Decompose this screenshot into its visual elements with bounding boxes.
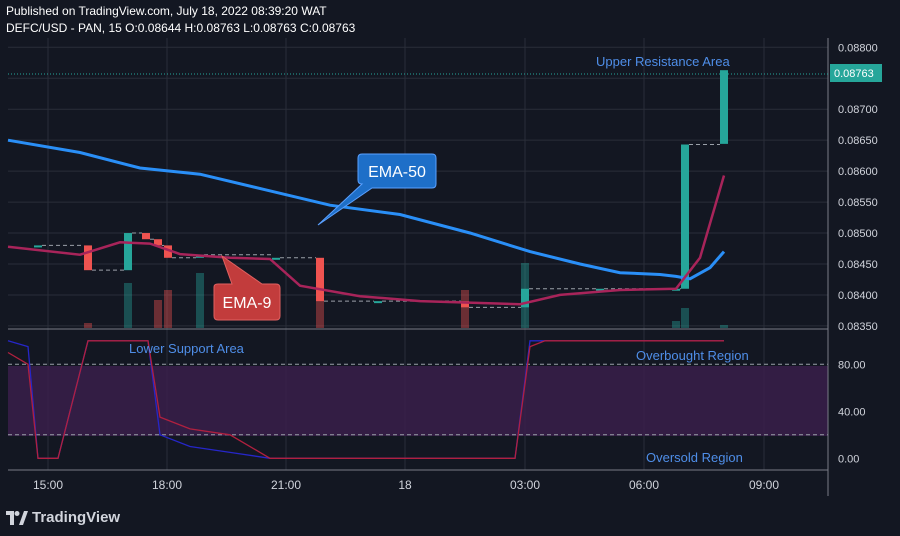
tradingview-logo[interactable]: TradingView xyxy=(6,509,120,526)
stoch-d-line xyxy=(7,340,724,459)
price-tick-label: 0.08550 xyxy=(838,197,878,209)
stoch-axis: 80.00 40.00 0.00 xyxy=(838,359,866,465)
volume-bar xyxy=(164,290,172,328)
ema50-callout-label: EMA-50 xyxy=(368,164,426,181)
price-tick-label: 0.08350 xyxy=(838,321,878,333)
time-tick-label: 09:00 xyxy=(749,478,779,492)
symbol-ohlc-line: DEFC/USD - PAN, 15 O:0.08644 H:0.08763 L… xyxy=(6,21,356,35)
candle xyxy=(142,233,150,240)
price-tick-label: 0.08800 xyxy=(838,42,878,54)
candle xyxy=(316,257,324,302)
candle xyxy=(124,233,132,271)
oversold-label: Oversold Region xyxy=(646,450,743,465)
time-tick-label: 18:00 xyxy=(152,478,182,492)
lower-support-label: Lower Support Area xyxy=(129,341,245,356)
stochastic-lines xyxy=(7,340,828,459)
candle xyxy=(720,70,728,144)
time-tick-label: 06:00 xyxy=(629,478,659,492)
ema9-line xyxy=(7,175,726,306)
price-tick-label: 0.08600 xyxy=(838,166,878,178)
volume-bar xyxy=(720,325,728,328)
price-tick-label: 0.08700 xyxy=(838,104,878,116)
candle xyxy=(164,245,172,258)
price-tick-label: 0.08450 xyxy=(838,259,878,271)
candle xyxy=(461,301,469,308)
upper-resistance-label: Upper Resistance Area xyxy=(596,54,730,69)
candle xyxy=(596,288,604,291)
volume-bar xyxy=(124,283,132,328)
volume-bar xyxy=(681,308,689,328)
stoch-tick-label: 0.00 xyxy=(838,453,859,465)
volume-bar xyxy=(196,273,204,328)
time-tick-label: 03:00 xyxy=(510,478,540,492)
tradingview-brand: TradingView xyxy=(32,509,121,526)
tradingview-logo-icon xyxy=(6,511,28,525)
candle xyxy=(34,245,42,248)
last-price-badge xyxy=(830,64,882,82)
last-price-label: 0.08763 xyxy=(834,68,874,80)
candle xyxy=(272,257,280,260)
volume-bar xyxy=(672,321,680,328)
time-tick-label: 21:00 xyxy=(271,478,301,492)
price-tick-label: 0.08400 xyxy=(838,290,878,302)
candle xyxy=(84,245,92,271)
candle xyxy=(374,301,382,304)
price-tick-label: 0.08650 xyxy=(838,135,878,147)
price-tick-label: 0.08500 xyxy=(838,228,878,240)
ema9-callout xyxy=(213,254,281,321)
volume-bar xyxy=(154,300,162,328)
candle xyxy=(154,239,162,246)
stoch-tick-label: 80.00 xyxy=(838,359,866,371)
candle xyxy=(521,288,529,308)
ema50-line xyxy=(7,138,726,281)
candle xyxy=(681,144,689,289)
published-line: Published on TradingView.com, July 18, 2… xyxy=(6,4,327,18)
stoch-tick-label: 40.00 xyxy=(838,406,866,418)
volume-bar xyxy=(461,290,469,328)
stoch-band xyxy=(8,366,828,436)
time-tick-label: 18 xyxy=(398,478,412,492)
time-tick-label: 15:00 xyxy=(33,478,63,492)
volume-bar xyxy=(84,323,92,328)
time-axis: 15:00 18:00 21:00 18 03:00 06:00 09:00 xyxy=(33,478,779,492)
ema9-callout-label: EMA-9 xyxy=(223,295,272,312)
ema50-callout xyxy=(317,153,437,226)
overbought-label: Overbought Region xyxy=(636,348,749,363)
